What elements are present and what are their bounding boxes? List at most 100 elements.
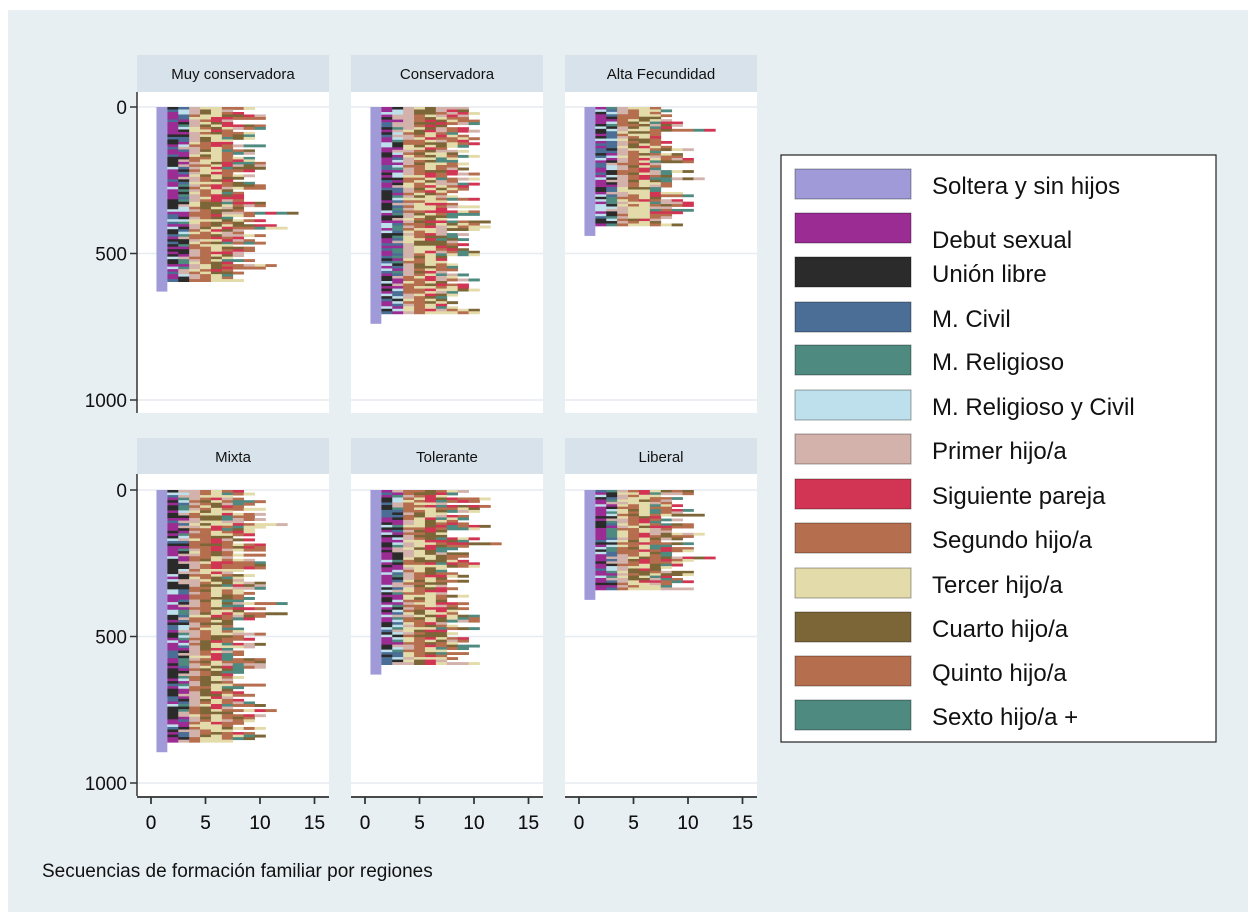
panel-strip bbox=[565, 438, 757, 475]
sequence-segment bbox=[457, 137, 469, 141]
sequence-segment bbox=[446, 263, 459, 267]
sequence-segment bbox=[403, 263, 415, 267]
sequence-segment bbox=[265, 226, 277, 230]
sequence-segment bbox=[381, 594, 393, 598]
sequence-segment bbox=[595, 155, 607, 159]
sequence-segment bbox=[446, 233, 459, 237]
sequence-segment bbox=[490, 542, 502, 546]
sequence-segment bbox=[200, 114, 212, 118]
sequence-segment bbox=[200, 597, 212, 600]
sequence-segment bbox=[210, 111, 223, 115]
sequence-segment bbox=[414, 268, 426, 272]
sequence-segment bbox=[606, 520, 618, 524]
sequence-segment bbox=[414, 306, 426, 310]
sequence-segment bbox=[446, 642, 459, 646]
sequence-segment bbox=[414, 592, 426, 596]
sequence-segment bbox=[243, 525, 255, 529]
sequence-segment bbox=[638, 573, 651, 577]
sequence-segment bbox=[210, 269, 223, 273]
sequence-segment bbox=[457, 144, 469, 148]
sequence-segment bbox=[178, 538, 190, 542]
sequence-segment bbox=[392, 534, 404, 538]
sequence-segment bbox=[221, 673, 234, 677]
sequence-segment bbox=[381, 107, 393, 110]
sequence-segment bbox=[210, 121, 223, 125]
sequence-segment bbox=[638, 174, 651, 178]
sequence-segment bbox=[210, 199, 223, 203]
sequence-segment bbox=[638, 501, 651, 505]
sequence-segment bbox=[424, 517, 437, 521]
sequence-segment bbox=[424, 281, 437, 284]
sequence-segment bbox=[232, 576, 245, 580]
sequence-segment bbox=[424, 225, 437, 229]
sequence-segment bbox=[167, 129, 179, 133]
sequence-segment bbox=[221, 706, 234, 710]
sequence-segment bbox=[200, 525, 212, 529]
sequence-segment bbox=[210, 566, 223, 570]
sequence-segment bbox=[435, 564, 448, 568]
sequence-segment bbox=[243, 161, 255, 165]
sequence-segment bbox=[628, 167, 640, 171]
sequence-segment bbox=[414, 293, 426, 297]
legend-item: M. Religioso bbox=[794, 344, 1064, 376]
sequence-segment bbox=[381, 527, 393, 531]
sequence-segment bbox=[595, 172, 607, 176]
sequence-segment bbox=[232, 645, 245, 649]
sequence-segment bbox=[200, 706, 212, 710]
sequence-segment bbox=[232, 505, 245, 509]
sequence-segment bbox=[221, 663, 234, 667]
sequence-segment bbox=[232, 597, 245, 600]
sequence-segment bbox=[392, 107, 404, 110]
sequence-segment bbox=[649, 539, 662, 543]
sequence-segment bbox=[178, 271, 190, 275]
sequence-segment bbox=[403, 225, 415, 229]
sequence-segment bbox=[414, 519, 426, 523]
sequence-segment bbox=[200, 111, 212, 115]
sequence-segment bbox=[210, 134, 223, 138]
sequence-segment bbox=[638, 577, 651, 581]
sequence-segment bbox=[628, 153, 640, 156]
sequence-segment bbox=[189, 234, 201, 238]
sequence-segment bbox=[243, 169, 255, 173]
sequence-segment bbox=[403, 539, 415, 543]
sequence-segment bbox=[671, 208, 683, 212]
sequence-segment bbox=[595, 194, 607, 198]
sequence-segment bbox=[595, 204, 607, 207]
sequence-segment bbox=[381, 629, 393, 633]
sequence-segment bbox=[649, 208, 662, 212]
sequence-segment bbox=[381, 647, 393, 651]
sequence-segment bbox=[649, 153, 662, 156]
sequence-segment bbox=[435, 205, 448, 209]
sequence-segment bbox=[595, 497, 607, 500]
sequence-segment bbox=[649, 537, 662, 541]
legend-swatch bbox=[794, 168, 912, 200]
sequence-segment bbox=[457, 537, 469, 541]
sequence-segment bbox=[595, 504, 607, 508]
x-tick-label: 15 bbox=[304, 813, 325, 834]
sequence-segment bbox=[200, 627, 212, 631]
sequence-segment bbox=[424, 139, 437, 143]
sequence-segment bbox=[200, 681, 212, 685]
sequence-segment bbox=[210, 602, 223, 606]
sequence-segment bbox=[178, 510, 190, 514]
sequence-segment bbox=[392, 159, 404, 163]
sequence-segment bbox=[243, 144, 255, 148]
sequence-segment bbox=[232, 231, 245, 235]
sequence-segment bbox=[178, 604, 190, 608]
sequence-segment bbox=[178, 495, 190, 499]
sequence-segment bbox=[446, 152, 459, 156]
sequence-segment bbox=[468, 614, 480, 618]
sequence-segment bbox=[660, 191, 673, 195]
sequence-segment bbox=[221, 241, 234, 245]
sequence-segment bbox=[189, 696, 201, 700]
sequence-segment bbox=[617, 221, 629, 224]
sequence-segment bbox=[435, 499, 448, 503]
sequence-segment bbox=[381, 154, 393, 158]
sequence-segment bbox=[446, 594, 459, 598]
sequence-segment bbox=[595, 138, 607, 142]
sequence-segment bbox=[638, 518, 651, 522]
sequence-segment bbox=[178, 126, 190, 130]
sequence-segment bbox=[649, 150, 662, 154]
sequence-segment bbox=[595, 136, 607, 139]
sequence-segment bbox=[381, 268, 393, 272]
